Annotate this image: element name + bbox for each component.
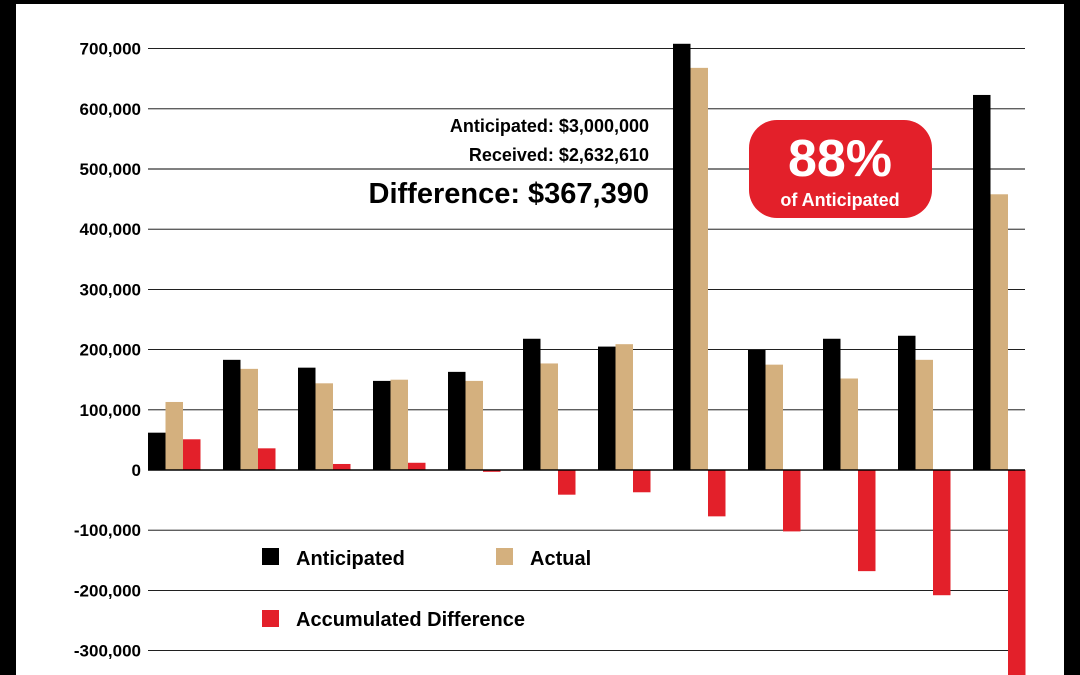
anticipated-total: Anticipated: $3,000,000	[450, 116, 649, 136]
bar-actual	[240, 368, 258, 470]
y-tick-label: -100,000	[74, 521, 141, 540]
y-axis-ticks: 700,000 600,000 500,000 400,000 300,000 200,0…	[74, 40, 141, 661]
bar-anticipated	[223, 359, 241, 470]
gridlines	[148, 48, 1025, 652]
bar-actual	[840, 378, 858, 470]
y-tick-label: 200,000	[80, 341, 141, 360]
bar-actual	[315, 383, 333, 470]
bar-anticipated	[823, 338, 841, 470]
bar-anticipated	[523, 338, 541, 470]
bars	[148, 43, 1026, 675]
bar-actual	[165, 401, 183, 470]
bar-accumulated-difference	[333, 463, 351, 470]
bar-actual	[615, 344, 633, 470]
y-tick-label: 100,000	[80, 401, 141, 420]
y-tick-label: -300,000	[74, 642, 141, 661]
bar-actual	[765, 364, 783, 470]
legend-swatch-anticipated	[262, 548, 279, 565]
bar-accumulated-difference	[633, 470, 651, 493]
legend-swatch-accumulated-difference	[262, 610, 279, 627]
bar-accumulated-difference	[783, 470, 801, 532]
bar-accumulated-difference	[708, 470, 726, 517]
bar-accumulated-difference	[183, 439, 201, 470]
y-tick-label: -200,000	[74, 581, 141, 600]
y-tick-label: 500,000	[80, 160, 141, 179]
bar-anticipated	[148, 432, 166, 470]
difference-total: Difference: $367,390	[369, 178, 650, 210]
bar-anticipated	[973, 94, 991, 470]
bar-actual	[465, 380, 483, 470]
bar-anticipated	[673, 43, 691, 471]
bar-anticipated	[898, 335, 916, 470]
bar-accumulated-difference	[483, 470, 501, 472]
legend-label-actual: Actual	[530, 548, 591, 570]
legend-label-accumulated-difference: Accumulated Difference	[296, 609, 525, 631]
bar-accumulated-difference	[1008, 470, 1026, 675]
bar-anticipated	[748, 349, 766, 470]
y-tick-label: 0	[132, 461, 141, 480]
badge-percent: 88%	[788, 130, 892, 188]
bar-anticipated	[598, 346, 616, 470]
y-tick-label: 400,000	[80, 220, 141, 239]
bar-accumulated-difference	[408, 462, 426, 470]
bar-accumulated-difference	[858, 470, 876, 572]
bar-accumulated-difference	[558, 470, 576, 495]
bar-anticipated	[298, 367, 316, 470]
bar-actual	[915, 359, 933, 470]
bar-actual	[990, 194, 1008, 470]
bar-actual	[390, 379, 408, 470]
legend-label-anticipated: Anticipated	[296, 548, 405, 570]
bar-actual	[540, 363, 558, 470]
y-tick-label: 700,000	[80, 40, 141, 59]
bar-actual	[690, 67, 708, 470]
badge-caption: of Anticipated	[780, 190, 899, 210]
bar-anticipated	[448, 371, 466, 470]
legend-swatch-actual	[496, 548, 513, 565]
received-total: Received: $2,632,610	[469, 145, 649, 165]
bar-accumulated-difference	[258, 448, 276, 470]
bar-accumulated-difference	[933, 470, 951, 596]
y-tick-label: 600,000	[80, 100, 141, 119]
y-tick-label: 300,000	[80, 280, 141, 299]
percent-badge	[749, 120, 932, 218]
bar-anticipated	[373, 380, 391, 470]
